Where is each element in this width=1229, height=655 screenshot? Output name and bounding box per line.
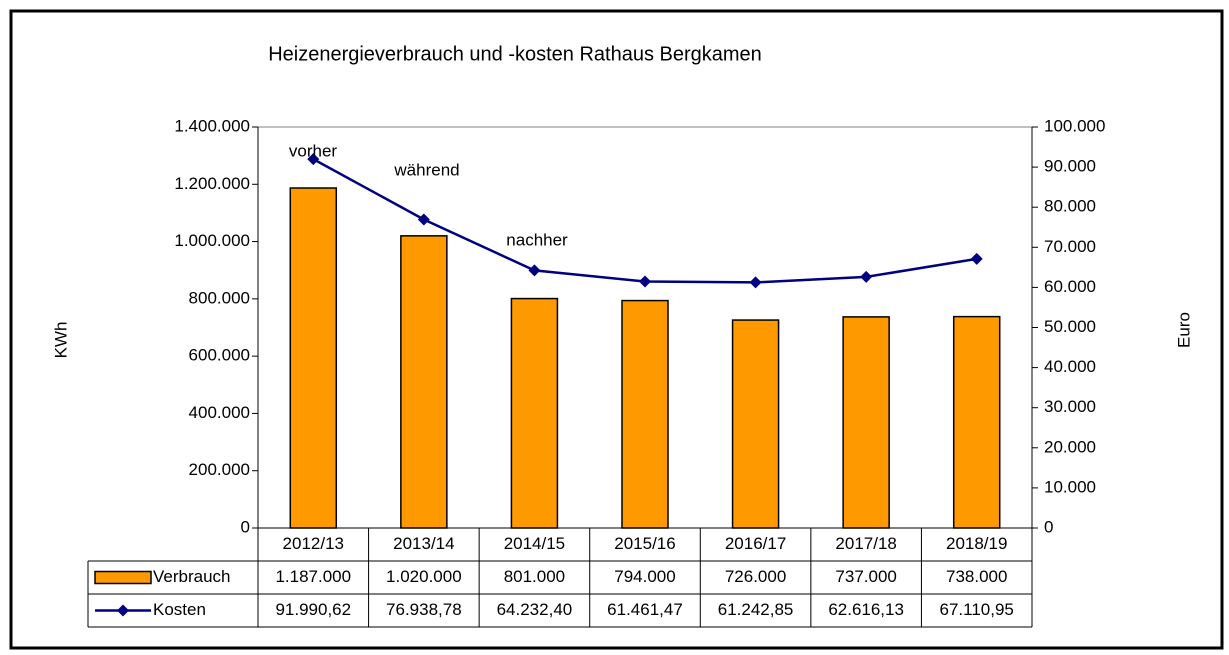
table-value: 61.242,85	[718, 600, 794, 619]
table-value: 1.020.000	[386, 567, 462, 586]
x-tick-label: 2014/15	[504, 534, 565, 553]
marker	[639, 275, 651, 288]
y-tick-label: 200.000	[189, 460, 250, 479]
y2-tick-label: 10.000	[1044, 477, 1096, 496]
bar	[621, 299, 669, 529]
x-tick-label: 2018/19	[946, 534, 1007, 553]
x-tick-label: 2015/16	[614, 534, 675, 553]
x-tick-label: 2013/14	[393, 534, 454, 553]
y-tick-label: 800.000	[189, 288, 250, 307]
table-value: 91.990,62	[275, 600, 351, 619]
y-axis-label: KWh	[51, 322, 70, 359]
bar	[952, 315, 1001, 529]
table-value: 67.110,95	[940, 600, 1014, 619]
marker	[749, 276, 762, 289]
table-value: 738.000	[946, 567, 1007, 586]
table-value: 62.616,13	[828, 600, 904, 619]
x-tick-label: 2017/18	[835, 534, 896, 553]
bar	[731, 319, 780, 529]
marker	[307, 153, 320, 166]
table-value: 726.000	[725, 567, 786, 586]
table-value: 76.938,78	[386, 600, 462, 619]
legend-swatch	[117, 604, 129, 617]
marker	[417, 213, 430, 226]
bar	[400, 235, 448, 529]
table-value: 64.232,40	[497, 600, 573, 619]
annotation: während	[393, 160, 459, 179]
marker	[970, 252, 983, 265]
y2-tick-label: 80.000	[1044, 197, 1096, 216]
table-value: 1.187.000	[275, 567, 351, 586]
annotation: nachher	[506, 230, 568, 249]
frame	[9, 9, 1224, 650]
bar	[289, 187, 338, 529]
y2-tick-label: 60.000	[1044, 277, 1096, 296]
x-tick-label: 2012/13	[283, 534, 344, 553]
table-value: 737.000	[835, 567, 896, 586]
marker	[528, 264, 541, 277]
y-tick-label: 0	[241, 517, 250, 536]
table-value: 61.461,47	[607, 600, 683, 619]
y2-tick-label: 30.000	[1044, 397, 1096, 416]
y2-tick-label: 90.000	[1044, 157, 1096, 176]
y2-tick-label: 20.000	[1044, 437, 1096, 456]
y-tick-label: 1.000.000	[174, 231, 250, 250]
legend-label: Verbrauch	[153, 567, 231, 586]
y2-tick-label: 50.000	[1044, 317, 1096, 336]
chart-title: Heizenergieverbrauch und -kosten Rathaus…	[268, 43, 762, 65]
y-tick-label: 1.400.000	[174, 116, 250, 135]
y2-axis-label: Euro	[1174, 312, 1193, 348]
y2-tick-label: 70.000	[1044, 237, 1096, 256]
y2-tick-label: 0	[1044, 517, 1053, 536]
legend-swatch	[94, 570, 152, 585]
x-tick-label: 2016/17	[725, 534, 786, 553]
legend-label: Kosten	[153, 600, 206, 619]
table-value: 794.000	[614, 567, 675, 586]
y-tick-label: 600.000	[189, 346, 250, 365]
y-tick-label: 400.000	[189, 403, 250, 422]
marker	[860, 270, 873, 283]
y2-tick-label: 40.000	[1044, 357, 1096, 376]
table-value: 801.000	[504, 567, 565, 586]
bar	[510, 297, 559, 529]
annotation: vorher	[289, 141, 338, 160]
y-tick-label: 1.200.000	[174, 174, 250, 193]
bar	[842, 316, 890, 529]
y2-tick-label: 100.000	[1044, 116, 1105, 135]
